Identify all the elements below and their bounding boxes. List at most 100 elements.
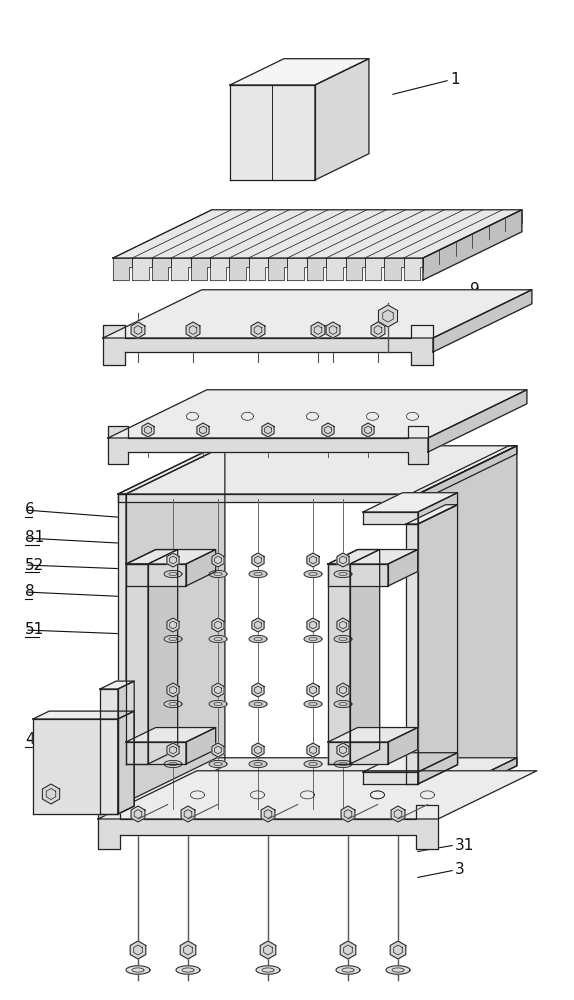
Polygon shape [113,210,522,258]
Polygon shape [180,941,196,959]
Polygon shape [230,85,315,180]
Text: 7: 7 [470,397,480,412]
Polygon shape [176,966,200,974]
Polygon shape [336,966,360,974]
Polygon shape [212,743,224,757]
Polygon shape [371,322,385,338]
Polygon shape [410,494,418,814]
Polygon shape [346,258,365,280]
Polygon shape [311,322,325,338]
Polygon shape [337,743,349,757]
Polygon shape [118,494,418,502]
Polygon shape [100,689,118,814]
Polygon shape [363,493,457,512]
Polygon shape [418,446,517,502]
Text: 4: 4 [465,662,475,678]
Polygon shape [186,322,200,338]
Polygon shape [326,258,346,280]
Polygon shape [252,553,264,567]
Polygon shape [326,322,340,338]
Text: 52: 52 [25,558,44,572]
Polygon shape [418,758,517,814]
Polygon shape [334,570,352,578]
Polygon shape [131,806,145,822]
Polygon shape [126,550,178,564]
Polygon shape [307,553,319,567]
Polygon shape [328,742,388,764]
Polygon shape [209,570,227,578]
Polygon shape [334,760,352,768]
Text: 6: 6 [25,502,35,518]
Polygon shape [209,635,227,643]
Polygon shape [328,564,350,764]
Polygon shape [181,806,195,822]
Polygon shape [130,941,146,959]
Text: 42: 42 [465,612,484,628]
Polygon shape [384,258,404,280]
Polygon shape [126,564,186,586]
Polygon shape [108,426,428,464]
Text: 51: 51 [25,622,44,638]
Polygon shape [33,719,118,814]
Polygon shape [118,711,134,814]
Text: 41: 41 [465,782,484,798]
Polygon shape [131,322,145,338]
Polygon shape [229,258,249,280]
Polygon shape [118,446,225,494]
Polygon shape [262,423,274,437]
Polygon shape [148,550,178,764]
Polygon shape [391,806,405,822]
Polygon shape [322,423,334,437]
Polygon shape [249,700,267,708]
Polygon shape [167,743,179,757]
Polygon shape [418,753,457,784]
Polygon shape [334,700,352,708]
Polygon shape [113,258,133,280]
Polygon shape [209,700,227,708]
Polygon shape [328,728,418,742]
Polygon shape [386,966,410,974]
Polygon shape [249,570,267,578]
Polygon shape [337,553,349,567]
Polygon shape [304,570,322,578]
Polygon shape [337,618,349,632]
Polygon shape [118,446,517,494]
Polygon shape [418,505,457,784]
Polygon shape [98,805,438,849]
Polygon shape [363,512,418,524]
Polygon shape [103,290,532,338]
Polygon shape [118,681,134,814]
Polygon shape [98,771,537,819]
Text: 1: 1 [450,73,460,88]
Polygon shape [212,618,224,632]
Polygon shape [252,683,264,697]
Polygon shape [433,290,532,352]
Polygon shape [328,564,388,586]
Polygon shape [341,806,355,822]
Polygon shape [350,550,379,764]
Polygon shape [288,258,307,280]
Text: 52: 52 [460,402,479,418]
Polygon shape [423,210,522,280]
Polygon shape [118,806,418,814]
Polygon shape [307,743,319,757]
Polygon shape [142,423,154,437]
Polygon shape [304,635,322,643]
Polygon shape [418,446,517,814]
Polygon shape [249,760,267,768]
Polygon shape [249,635,267,643]
Polygon shape [328,550,379,564]
Polygon shape [42,784,60,804]
Polygon shape [252,743,264,757]
Polygon shape [260,941,276,959]
Polygon shape [167,618,179,632]
Polygon shape [307,258,326,280]
Polygon shape [212,683,224,697]
Text: 8: 8 [465,560,475,576]
Polygon shape [388,550,418,586]
Polygon shape [406,524,418,784]
Text: 2: 2 [465,228,475,242]
Polygon shape [340,941,356,959]
Text: 11: 11 [470,304,489,320]
Polygon shape [365,258,384,280]
